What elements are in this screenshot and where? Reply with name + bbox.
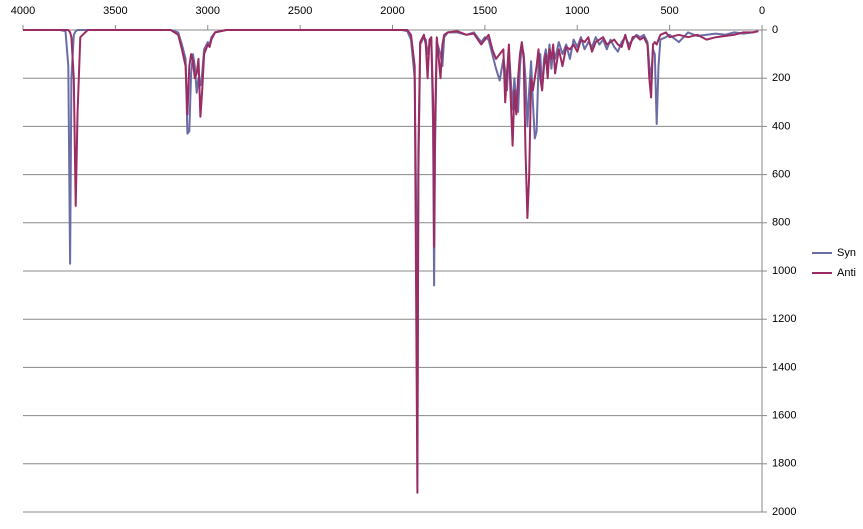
y-tick-label: 200 [772, 72, 790, 84]
series-line [23, 29, 759, 494]
y-tick-label: 1200 [772, 313, 796, 325]
x-tick-label: 0 [759, 5, 765, 17]
y-tick-label: 800 [772, 217, 790, 229]
y-tick-label: 1400 [772, 361, 796, 373]
y-tick-label: 600 [772, 169, 790, 181]
legend-label: Syn [837, 247, 856, 259]
x-tick-label: 3000 [196, 5, 220, 17]
x-tick-label: 2000 [380, 5, 404, 17]
x-tick-label: 2500 [288, 5, 312, 17]
y-tick-label: 400 [772, 120, 790, 132]
series-line [23, 29, 759, 441]
x-tick-label: 500 [660, 5, 678, 17]
y-tick-label: 2000 [772, 506, 796, 518]
legend-label: Anti [837, 267, 856, 279]
x-tick-label: 4000 [11, 5, 35, 17]
y-tick-label: 0 [772, 24, 778, 36]
y-tick-label: 1000 [772, 265, 796, 277]
x-tick-label: 1000 [565, 5, 589, 17]
x-tick-label: 1500 [473, 5, 497, 17]
x-tick-label: 3500 [103, 5, 127, 17]
y-tick-label: 1600 [772, 410, 796, 422]
y-tick-label: 1800 [772, 458, 796, 470]
